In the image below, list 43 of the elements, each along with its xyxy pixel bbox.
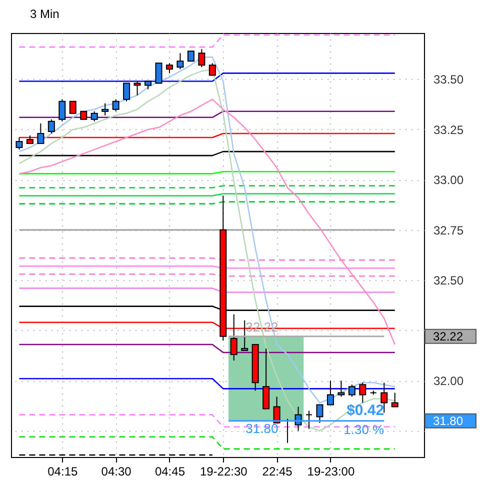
- y-tick-label: 32.50: [434, 274, 464, 288]
- candlestick: [326, 380, 334, 406]
- candlestick: [359, 382, 366, 404]
- y-tick-label: 32.75: [434, 223, 464, 238]
- candlestick: [316, 404, 324, 424]
- text: 32.22: [433, 329, 464, 344]
- candlestick: [16, 136, 23, 150]
- y-tick-label: 33.25: [434, 122, 464, 137]
- candlestick: [187, 50, 194, 62]
- x-tick-label: 04:45: [154, 464, 186, 478]
- line-series: [18, 98, 396, 346]
- y-tick-label: 33.00: [434, 173, 464, 188]
- candlestick: [198, 48, 206, 68]
- x-tick-label: 04:30: [101, 464, 132, 478]
- x-tick-label: 19-23:00: [307, 464, 355, 478]
- candlestick: [176, 52, 184, 70]
- candlestick: [58, 98, 66, 122]
- y-tick-label: 33.50: [434, 72, 464, 87]
- candlestick: [208, 62, 216, 76]
- annotation: $0.42: [346, 402, 384, 419]
- candlestick: [305, 410, 312, 430]
- y-tick-label: 32.00: [434, 374, 464, 388]
- candlestick: [338, 380, 345, 398]
- candlestick: [69, 100, 76, 114]
- candlestick: [48, 118, 55, 134]
- candlestick: [90, 110, 98, 122]
- ref-line-label: 31.80: [246, 420, 278, 436]
- candlestick: [273, 396, 280, 424]
- candlestick: [102, 102, 109, 116]
- candlestick: [134, 80, 141, 96]
- candlestick: [112, 98, 120, 112]
- candlestick: [391, 392, 398, 408]
- candlestick: [123, 82, 130, 102]
- candlestick: [348, 384, 356, 398]
- candlestick: [166, 62, 173, 74]
- x-tick-label: 22:45: [262, 464, 293, 478]
- chart-title: 3 Min: [30, 7, 60, 21]
- candlestick: [262, 348, 270, 410]
- candlestick: [155, 62, 162, 84]
- text: 31.80: [433, 414, 464, 428]
- x-tick-label: 04:15: [48, 464, 78, 478]
- x-tick-label: 19-22:30: [200, 464, 248, 478]
- candlestick: [37, 122, 44, 144]
